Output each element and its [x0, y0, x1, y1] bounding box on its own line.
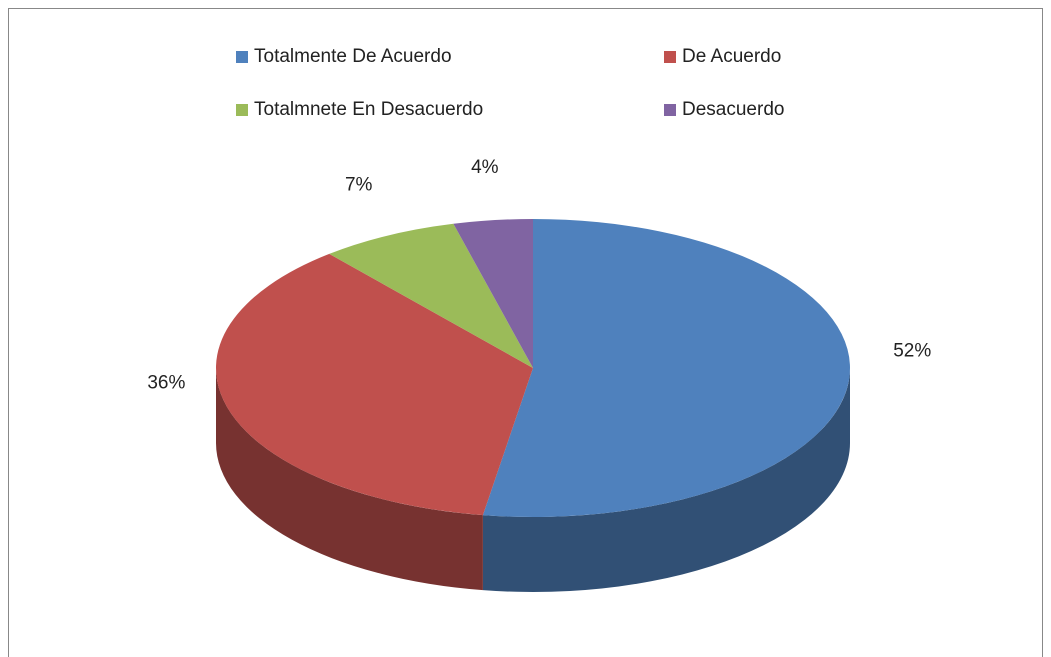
data-label: 52% [893, 341, 931, 362]
legend-swatch [664, 104, 676, 116]
legend-swatch [664, 51, 676, 63]
slice [215, 253, 534, 516]
data-label: 36% [147, 373, 185, 394]
slice-side [216, 368, 483, 591]
slice [329, 223, 533, 368]
legend-swatch [236, 104, 248, 116]
legend-label: De Acuerdo [682, 46, 781, 67]
data-label: 4% [471, 157, 499, 178]
legend-label: Totalmnete En Desacuerdo [254, 99, 483, 120]
legend-label: Totalmente De Acuerdo [254, 46, 452, 67]
data-label: 7% [345, 175, 373, 196]
slice-side [482, 368, 850, 593]
slice [482, 219, 850, 517]
legend-swatch [236, 51, 248, 63]
slice [453, 219, 533, 368]
legend-label: Desacuerdo [682, 99, 784, 120]
